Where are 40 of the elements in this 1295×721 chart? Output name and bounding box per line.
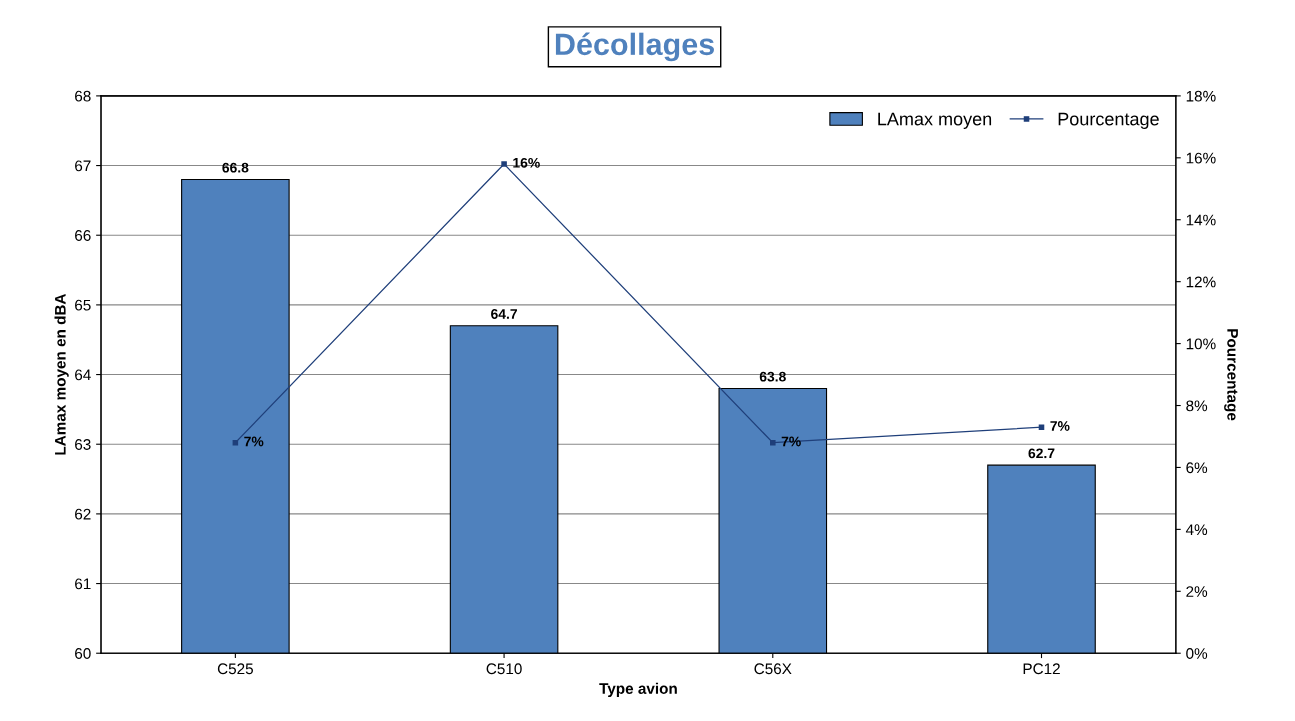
data-label: 7% [1050, 421, 1070, 431]
y-tick-label: 67 [75, 160, 91, 172]
data-label: 62.7 [1028, 448, 1055, 459]
y-tick-label: 68 [75, 90, 91, 102]
data-label: 66.8 [222, 162, 249, 173]
y-tick-label: 60 [75, 648, 91, 659]
y2-tick-label: 2% [1186, 586, 1208, 597]
point [1038, 424, 1045, 430]
y-axis-title: LAmax moyen en dBA [54, 293, 69, 455]
x-axis-title: Type avion [599, 682, 677, 697]
y2-axis-title: Pourcentage [1224, 329, 1238, 421]
y2-tick-label: 10% [1186, 338, 1216, 350]
y2-tick-label: 14% [1186, 214, 1216, 226]
y-tick-label: 64 [75, 369, 91, 381]
point [770, 439, 776, 446]
y2-tick-label: 0% [1186, 648, 1208, 659]
y-tick-label: 66 [75, 230, 91, 241]
legend-label: LAmax moyen [878, 112, 992, 129]
data-label: 16% [513, 157, 540, 168]
legend-label: Pourcentage [1058, 112, 1159, 129]
y2-tick-label: 18% [1186, 90, 1216, 102]
x-tick-label: C525 [217, 663, 253, 675]
y-tick-label: 65 [75, 299, 91, 311]
y2-tick-label: 8% [1186, 400, 1208, 412]
data-label: 7% [781, 436, 801, 447]
x-tick-label: C56X [754, 663, 792, 675]
y2-tick-label: 6% [1186, 462, 1208, 474]
data-label: 64.7 [491, 309, 517, 319]
y-tick-label: 62 [75, 508, 91, 520]
chart-title: Décollages [555, 32, 714, 62]
y2-tick-label: 16% [1186, 152, 1216, 164]
x-tick-label: C510 [486, 663, 522, 675]
x-tick-label: PC12 [1023, 663, 1060, 675]
data-label: 63.8 [759, 371, 786, 382]
y2-tick-label: 12% [1186, 276, 1216, 288]
data-label: 7% [244, 436, 264, 447]
y2-tick-label: 4% [1185, 524, 1208, 535]
y-tick-label: 63 [75, 439, 91, 450]
y-tick-label: 61 [75, 578, 91, 590]
point [501, 161, 507, 167]
